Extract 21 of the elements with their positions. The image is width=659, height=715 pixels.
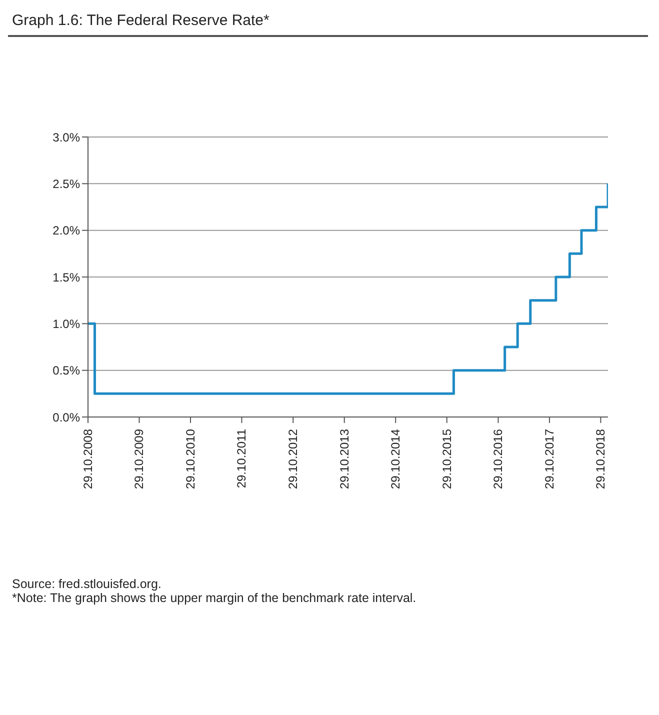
x-tick-label: 29.10.2008 [81, 428, 95, 490]
source-note: Source: fred.stlouisfed.org. [11, 577, 162, 591]
y-tick-label: 2.0% [52, 224, 80, 238]
y-tick-label: 3.0% [52, 130, 80, 144]
x-tick-label: 29.10.2012 [286, 428, 300, 490]
x-tick-label: 29.10.2017 [542, 428, 556, 490]
y-tick-label: 1.0% [52, 316, 80, 331]
x-tick-label: 29.10.2014 [388, 428, 403, 490]
y-tick-label: 2.5% [52, 176, 80, 191]
x-tick-label: 29.10.2013 [337, 428, 352, 490]
x-tick-label: 29.10.2009 [132, 428, 146, 490]
x-tick-label: 29.10.2011 [234, 428, 249, 488]
y-tick-label: 0.0% [52, 410, 80, 424]
x-tick-label: 29.10.2016 [491, 428, 506, 490]
x-tick-label: 29.10.2010 [183, 428, 198, 490]
text: *Note: The graph shows the upper margin of the benchmark rate interval. [11, 591, 418, 605]
chart-title: Graph 1.6: The Federal Reserve Rate* [8, 8, 648, 37]
y-tick-label: 1.5% [52, 270, 80, 284]
y-tick-label: 0.5% [52, 364, 80, 378]
x-tick-label: 29.10.2015 [440, 428, 454, 490]
x-tick-label: 29.10.2018 [594, 428, 608, 490]
